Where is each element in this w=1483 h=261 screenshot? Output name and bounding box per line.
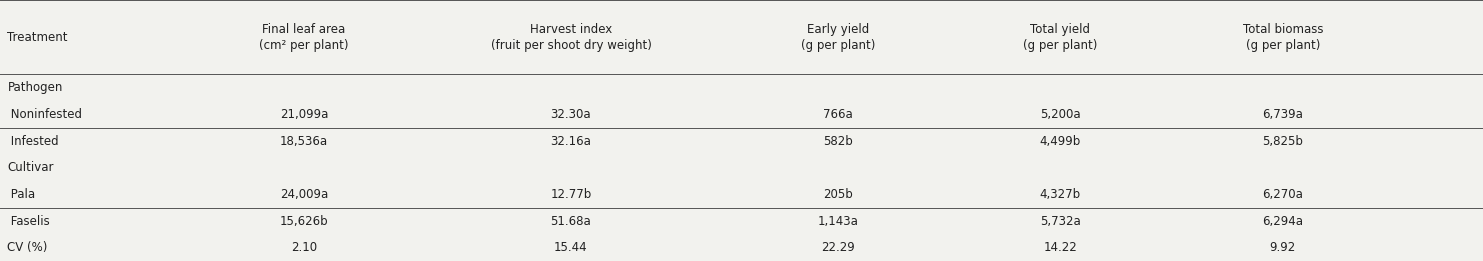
Text: Total biomass
(g per plant): Total biomass (g per plant) xyxy=(1243,23,1323,52)
Text: 766a: 766a xyxy=(823,108,853,121)
Text: Noninfested: Noninfested xyxy=(7,108,83,121)
Text: Total yield
(g per plant): Total yield (g per plant) xyxy=(1023,23,1097,52)
Text: 9.92: 9.92 xyxy=(1269,241,1296,254)
Text: 4,499b: 4,499b xyxy=(1040,134,1081,147)
Text: Pathogen: Pathogen xyxy=(7,81,62,94)
Text: 14.22: 14.22 xyxy=(1044,241,1077,254)
Text: 6,739a: 6,739a xyxy=(1262,108,1304,121)
Text: Pala: Pala xyxy=(7,188,36,201)
Text: 582b: 582b xyxy=(823,134,853,147)
Text: Cultivar: Cultivar xyxy=(7,161,53,174)
Text: Early yield
(g per plant): Early yield (g per plant) xyxy=(801,23,875,52)
Text: 12.77b: 12.77b xyxy=(550,188,592,201)
Text: 32.16a: 32.16a xyxy=(550,134,592,147)
Text: 1,143a: 1,143a xyxy=(817,215,859,228)
Text: Faselis: Faselis xyxy=(7,215,50,228)
Text: 51.68a: 51.68a xyxy=(550,215,592,228)
Text: 24,009a: 24,009a xyxy=(280,188,328,201)
Text: Treatment: Treatment xyxy=(7,31,68,44)
Text: 15.44: 15.44 xyxy=(555,241,587,254)
Text: 15,626b: 15,626b xyxy=(280,215,328,228)
Text: 205b: 205b xyxy=(823,188,853,201)
Text: 5,825b: 5,825b xyxy=(1262,134,1304,147)
Text: 6,270a: 6,270a xyxy=(1262,188,1304,201)
Text: 5,732a: 5,732a xyxy=(1040,215,1081,228)
Text: 4,327b: 4,327b xyxy=(1040,188,1081,201)
Text: 18,536a: 18,536a xyxy=(280,134,328,147)
Text: 32.30a: 32.30a xyxy=(550,108,592,121)
Text: 21,099a: 21,099a xyxy=(280,108,328,121)
Text: Harvest index
(fruit per shoot dry weight): Harvest index (fruit per shoot dry weigh… xyxy=(491,23,651,52)
Text: 6,294a: 6,294a xyxy=(1262,215,1304,228)
Text: Final leaf area
(cm² per plant): Final leaf area (cm² per plant) xyxy=(260,23,349,52)
Text: Infested: Infested xyxy=(7,134,59,147)
Text: 22.29: 22.29 xyxy=(822,241,854,254)
Text: 2.10: 2.10 xyxy=(291,241,317,254)
Text: CV (%): CV (%) xyxy=(7,241,47,254)
Text: 5,200a: 5,200a xyxy=(1040,108,1081,121)
